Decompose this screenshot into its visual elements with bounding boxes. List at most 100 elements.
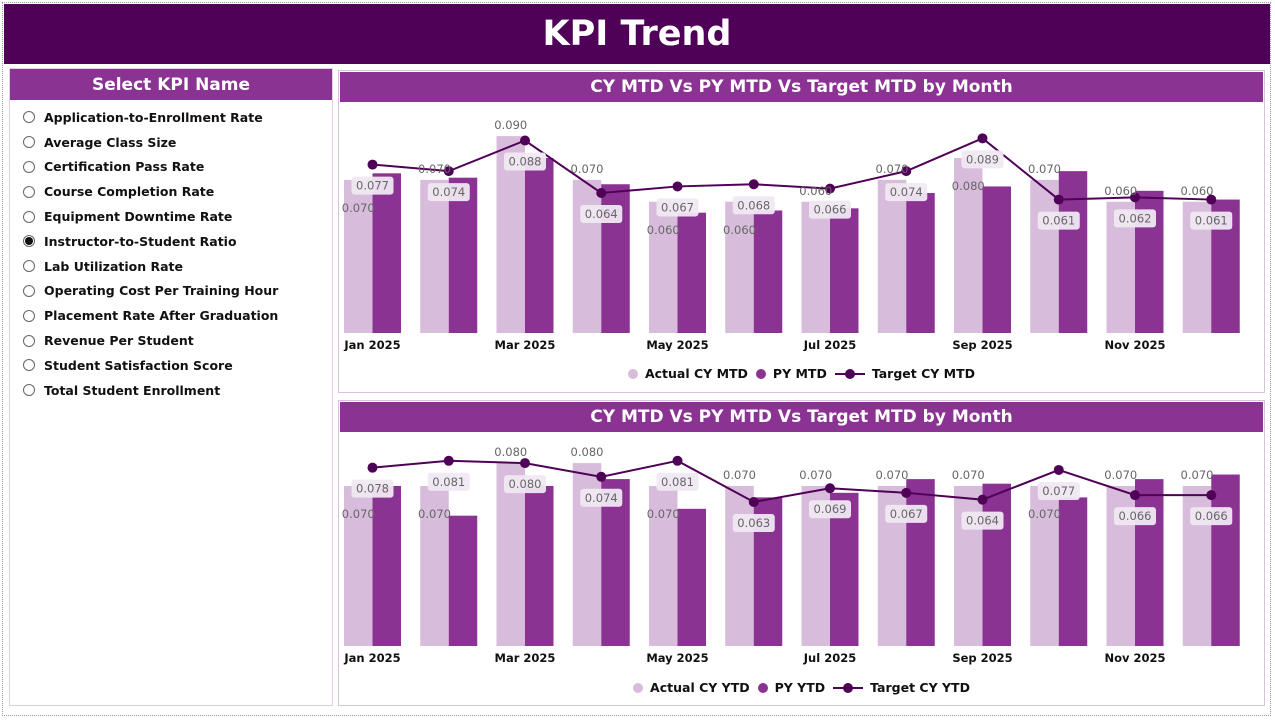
- target-point[interactable]: [977, 133, 988, 144]
- radio-button[interactable]: [23, 136, 35, 149]
- radio-button[interactable]: [23, 111, 35, 124]
- bar-py[interactable]: [525, 158, 554, 333]
- bar-actual[interactable]: [1030, 179, 1059, 333]
- target-point[interactable]: [672, 455, 683, 466]
- bar-py[interactable]: [677, 212, 707, 333]
- slicer-item[interactable]: Student Satisfaction Score: [10, 353, 332, 378]
- bar-actual[interactable]: [344, 485, 373, 646]
- slicer-item[interactable]: Equipment Downtime Rate: [10, 204, 332, 229]
- target-label-box: [809, 500, 851, 519]
- bar-actual[interactable]: [801, 201, 831, 333]
- target-point[interactable]: [1053, 464, 1064, 475]
- bar-py[interactable]: [677, 508, 707, 646]
- bar-actual[interactable]: [496, 463, 526, 646]
- bar-py[interactable]: [1135, 479, 1164, 646]
- target-label-box: [504, 152, 546, 171]
- target-label-box: [809, 200, 851, 219]
- target-point[interactable]: [901, 487, 912, 498]
- bar-actual[interactable]: [649, 201, 678, 333]
- target-point[interactable]: [901, 166, 912, 177]
- radio-button[interactable]: [23, 235, 35, 248]
- bar-actual[interactable]: [954, 158, 983, 333]
- slicer-item-label: Equipment Downtime Rate: [44, 209, 233, 225]
- slicer-item[interactable]: Total Student Enrollment: [10, 378, 332, 403]
- target-point[interactable]: [367, 462, 378, 473]
- target-point[interactable]: [825, 483, 835, 494]
- bar-actual[interactable]: [344, 179, 373, 333]
- slicer-item[interactable]: Application-to-Enrollment Rate: [10, 105, 332, 130]
- slicer-item[interactable]: Operating Cost Per Training Hour: [10, 279, 332, 304]
- bar-py[interactable]: [1058, 171, 1088, 333]
- legend-target[interactable]: Target CY MTD: [871, 366, 976, 381]
- bar-py[interactable]: [906, 193, 935, 333]
- bar-py[interactable]: [1058, 497, 1088, 646]
- bar-py[interactable]: [982, 186, 1012, 333]
- legend-target[interactable]: Target CY YTD: [870, 680, 970, 695]
- radio-button[interactable]: [23, 309, 35, 322]
- page-title: KPI Trend: [4, 4, 1270, 64]
- target-point[interactable]: [520, 458, 530, 469]
- bar-actual[interactable]: [725, 201, 754, 333]
- bar-py[interactable]: [982, 483, 1012, 646]
- target-point[interactable]: [596, 188, 607, 198]
- bar-py[interactable]: [448, 515, 478, 646]
- bar-py[interactable]: [830, 208, 859, 333]
- radio-button[interactable]: [23, 185, 35, 198]
- target-point[interactable]: [443, 455, 454, 466]
- target-point[interactable]: [596, 471, 607, 482]
- radio-button[interactable]: [23, 210, 35, 223]
- target-point[interactable]: [672, 181, 683, 192]
- radio-button[interactable]: [23, 334, 35, 347]
- data-label-target: 0.081: [432, 475, 465, 489]
- bar-py[interactable]: [372, 173, 402, 333]
- target-point[interactable]: [1053, 194, 1064, 205]
- radio-button[interactable]: [23, 260, 35, 273]
- radio-button[interactable]: [23, 384, 35, 397]
- slicer-item[interactable]: Placement Rate After Graduation: [10, 303, 332, 328]
- radio-button[interactable]: [23, 284, 35, 297]
- bar-py[interactable]: [448, 177, 478, 333]
- slicer-item[interactable]: Average Class Size: [10, 130, 332, 155]
- target-point[interactable]: [520, 135, 530, 146]
- x-tick-label: Jul 2025: [803, 651, 856, 665]
- target-point[interactable]: [443, 166, 454, 177]
- legend-actual[interactable]: Actual CY MTD: [644, 366, 748, 381]
- target-point[interactable]: [1130, 490, 1140, 501]
- target-label-box: [351, 176, 394, 195]
- target-point[interactable]: [1130, 192, 1140, 203]
- target-point[interactable]: [1206, 490, 1217, 501]
- target-point[interactable]: [825, 183, 835, 194]
- target-point[interactable]: [977, 494, 988, 505]
- bar-py[interactable]: [906, 479, 935, 646]
- legend-py[interactable]: PY YTD: [774, 680, 826, 695]
- radio-button[interactable]: [23, 359, 35, 372]
- slicer-item[interactable]: Revenue Per Student: [10, 328, 332, 353]
- bar-actual[interactable]: [954, 485, 983, 646]
- bar-actual[interactable]: [877, 179, 907, 333]
- data-label-target: 0.061: [1042, 214, 1075, 228]
- bar-py[interactable]: [372, 485, 402, 646]
- bar-py[interactable]: [525, 485, 554, 646]
- bar-actual[interactable]: [725, 485, 754, 646]
- legend-py[interactable]: PY MTD: [772, 366, 827, 381]
- bar-py[interactable]: [1211, 474, 1240, 646]
- target-point[interactable]: [1206, 194, 1217, 205]
- bar-actual[interactable]: [1030, 485, 1059, 646]
- radio-button[interactable]: [23, 160, 35, 173]
- slicer-item[interactable]: Instructor-to-Student Ratio: [10, 229, 332, 254]
- legend-actual[interactable]: Actual CY YTD: [650, 680, 750, 695]
- bar-actual[interactable]: [649, 485, 678, 646]
- data-label-target: 0.078: [356, 482, 389, 496]
- bar-actual[interactable]: [420, 179, 449, 333]
- bar-actual[interactable]: [572, 179, 602, 333]
- target-point[interactable]: [748, 179, 759, 190]
- bar-py[interactable]: [601, 479, 630, 646]
- slicer-item[interactable]: Certification Pass Rate: [10, 155, 332, 180]
- slicer-item[interactable]: Lab Utilization Rate: [10, 254, 332, 279]
- bar-py[interactable]: [753, 210, 783, 334]
- target-point[interactable]: [367, 159, 378, 170]
- bar-py[interactable]: [830, 492, 859, 646]
- target-point[interactable]: [748, 496, 759, 507]
- bar-actual[interactable]: [420, 485, 449, 646]
- slicer-item[interactable]: Course Completion Rate: [10, 179, 332, 204]
